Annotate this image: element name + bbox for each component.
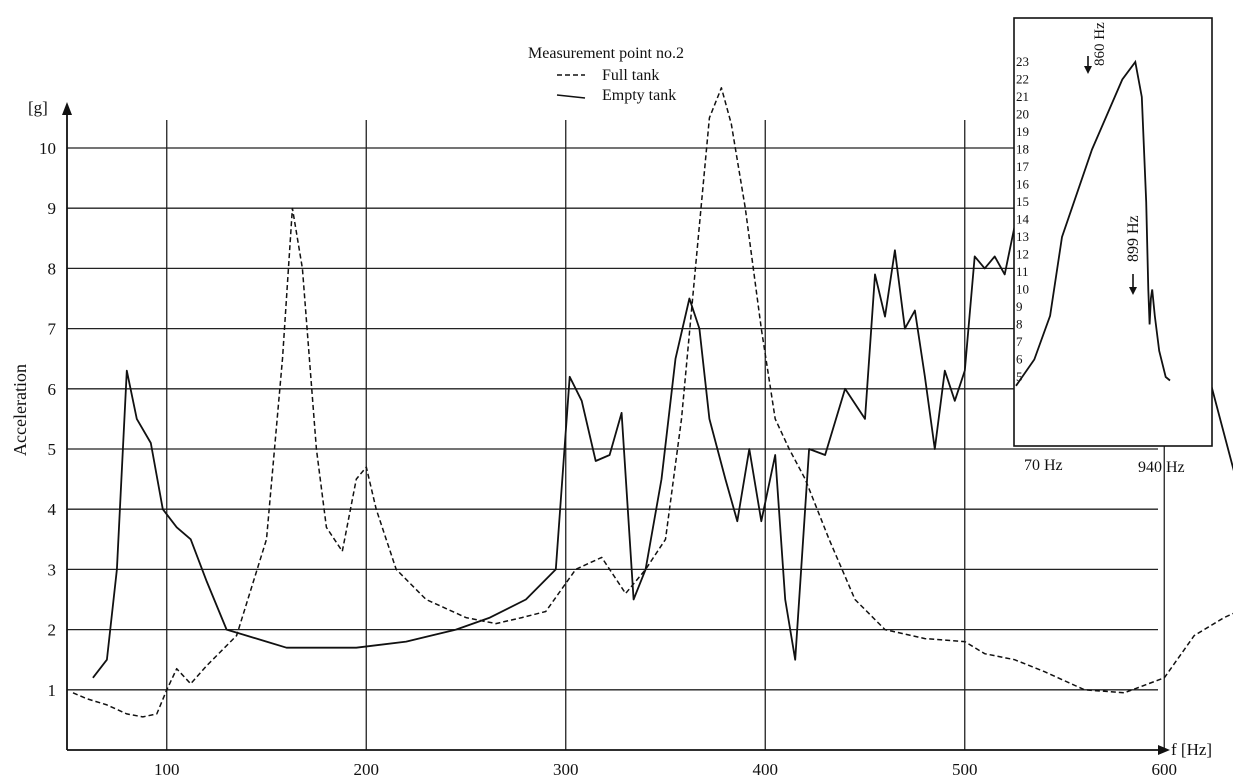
y-unit-label: [g]: [28, 98, 48, 117]
y-tick-label-4: 4: [48, 500, 57, 519]
inset-y-tick-label-10: 10: [1016, 282, 1029, 297]
y-tick-label-5: 5: [48, 440, 57, 459]
x-tick-label-500: 500: [952, 760, 978, 778]
inset-series-line: [1015, 59, 1171, 387]
series-line-full-tank: [72, 87, 1233, 718]
inset-y-tick-label-5: 5: [1016, 369, 1023, 384]
legend-label-full-tank: Full tank: [602, 67, 659, 84]
inset-y-tick-label-22: 22: [1016, 72, 1029, 87]
inset-y-tick-label-16: 16: [1016, 177, 1030, 192]
chart-title: Measurement point no.2: [528, 45, 684, 62]
inset-y-tick-label-23: 23: [1016, 54, 1029, 69]
inset-frame: [1013, 17, 1213, 447]
x-axis-label: f [Hz]: [1171, 740, 1212, 759]
inset-y-tick-label-7: 7: [1016, 334, 1023, 349]
y-tick-label-8: 8: [48, 259, 57, 278]
inset-tick-labels: 5 6 7 8 9 10 11 12 13 14 15 16 17 18 19 20 21 22 23: [1016, 54, 1030, 384]
inset-y-tick-label-11: 11: [1016, 264, 1029, 279]
y-tick-label-6: 6: [48, 380, 57, 399]
inset-peak-label-899hz: 899 Hz: [1125, 215, 1142, 262]
y-tick-label-7: 7: [48, 320, 57, 339]
inset-y-tick-label-21: 21: [1016, 89, 1029, 104]
main-tick-labels: 1002003004005006007008009001000110012345…: [39, 139, 1178, 778]
x-tick-label-200: 200: [354, 760, 380, 778]
y-tick-label-1: 1: [48, 681, 57, 700]
x-axis-arrowhead: [1158, 745, 1170, 755]
inset-y-tick-label-14: 14: [1016, 212, 1030, 227]
main-axes: [62, 102, 1170, 755]
inset-y-tick-label-12: 12: [1016, 247, 1029, 262]
inset-peak-label-860hz: 860 Hz: [1092, 22, 1108, 66]
legend-swatch-empty-tank: [556, 94, 586, 99]
inset-y-tick-label-18: 18: [1016, 142, 1029, 157]
x-tick-label-300: 300: [553, 760, 579, 778]
y-tick-label-9: 9: [48, 199, 57, 218]
inset-y-tick-label-8: 8: [1016, 317, 1023, 332]
y-tick-label-3: 3: [48, 560, 57, 579]
inset-y-tick-label-17: 17: [1016, 159, 1030, 174]
x-tick-label-100: 100: [154, 760, 180, 778]
inset-y-tick-label-15: 15: [1016, 194, 1029, 209]
inset-y-tick-label-19: 19: [1016, 124, 1029, 139]
y-axis-label: Acceleration: [10, 364, 30, 456]
inset-peak-arrowhead-899hz: [1129, 287, 1137, 295]
y-axis-arrowhead: [62, 102, 72, 115]
inset-y-tick-label-20: 20: [1016, 107, 1029, 122]
inset-y-tick-label-13: 13: [1016, 229, 1029, 244]
inset-x-tick-70hz: 70 Hz: [1024, 457, 1063, 474]
x-tick-label-400: 400: [753, 760, 779, 778]
legend-label-empty-tank: Empty tank: [602, 87, 676, 104]
x-tick-label-600: 600: [1152, 760, 1178, 778]
inset-x-tick-940hz: 940 Hz: [1138, 459, 1185, 476]
y-tick-label-2: 2: [48, 621, 57, 640]
inset-y-tick-label-9: 9: [1016, 299, 1023, 314]
inset-peak-arrowhead-860hz: [1084, 66, 1092, 74]
inset-series: [1015, 59, 1171, 387]
y-tick-label-10: 10: [39, 139, 56, 158]
inset-y-tick-label-6: 6: [1016, 352, 1023, 367]
